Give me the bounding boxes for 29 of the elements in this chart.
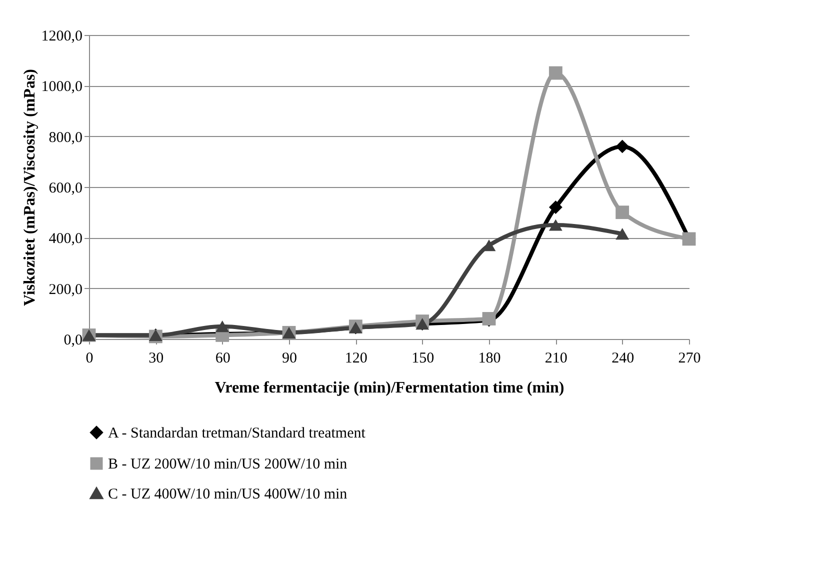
point: [616, 228, 630, 240]
x-tick-label: 210: [544, 350, 568, 366]
x-tick-label: 60: [215, 350, 230, 366]
x-tick-label: 240: [612, 350, 634, 366]
x-tick-label: 120: [344, 350, 368, 366]
point: [616, 140, 630, 154]
y-tick-label: 1000,0: [41, 79, 82, 96]
x-tick-label: 270: [678, 350, 701, 366]
legend-label: A - Standardan tretman/Standard treatment: [108, 426, 366, 442]
x-tick-label: 150: [412, 350, 434, 366]
y-tick-label: 0,0: [64, 332, 82, 348]
legend-label: B - UZ 200W/10 min/US 200W/10 min: [108, 456, 348, 472]
point: [216, 320, 230, 332]
y-tick-label: 400,0: [48, 231, 82, 248]
y-axis-title: Viskozitet (mPas)/Viscosity (mPas): [21, 69, 38, 306]
x-tick-label: 180: [478, 350, 501, 366]
point: [548, 219, 562, 231]
y-tick-label: 200,0: [48, 282, 82, 298]
x-axis-title: Vreme fermentacije (min)/Fermentation time (min): [214, 380, 564, 396]
x-tick-label: 90: [282, 350, 297, 366]
x-tick-label: 0: [86, 350, 94, 366]
point: [548, 66, 562, 80]
y-tick-label: 1200,0: [41, 28, 82, 44]
x-tick-label: 30: [148, 350, 164, 366]
y-tick-label: 600,0: [48, 180, 82, 196]
legend-label: C - UZ 400W/10 min/US 400W/10 min: [108, 486, 348, 502]
y-tick-label: 800,0: [48, 130, 82, 146]
point: [548, 200, 562, 214]
point: [616, 206, 630, 220]
